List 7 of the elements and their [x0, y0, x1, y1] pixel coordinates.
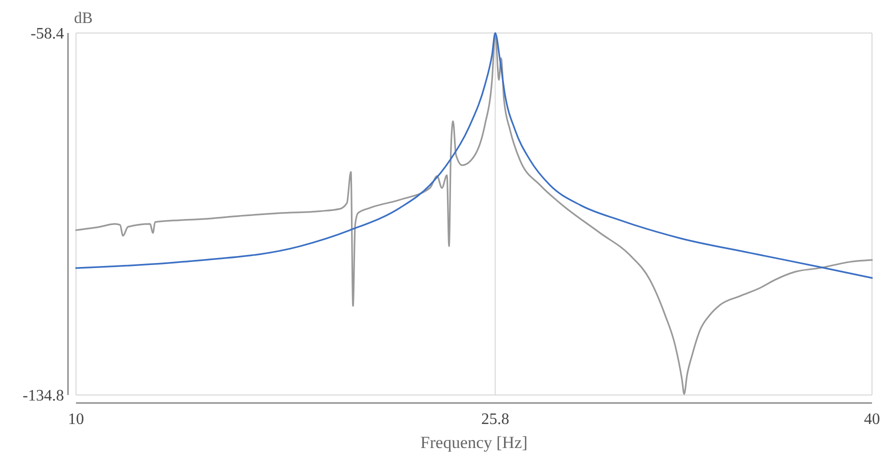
x-tick-label: 10 — [68, 411, 84, 428]
x-tick-label: 40 — [864, 411, 880, 428]
y-axis-title: dB — [74, 10, 93, 27]
y-tick-label: -134.8 — [22, 388, 64, 405]
y-tick-label: -58.4 — [30, 26, 64, 43]
x-axis-title: Frequency [Hz] — [420, 433, 528, 452]
x-tick-label: 25.8 — [481, 411, 510, 428]
